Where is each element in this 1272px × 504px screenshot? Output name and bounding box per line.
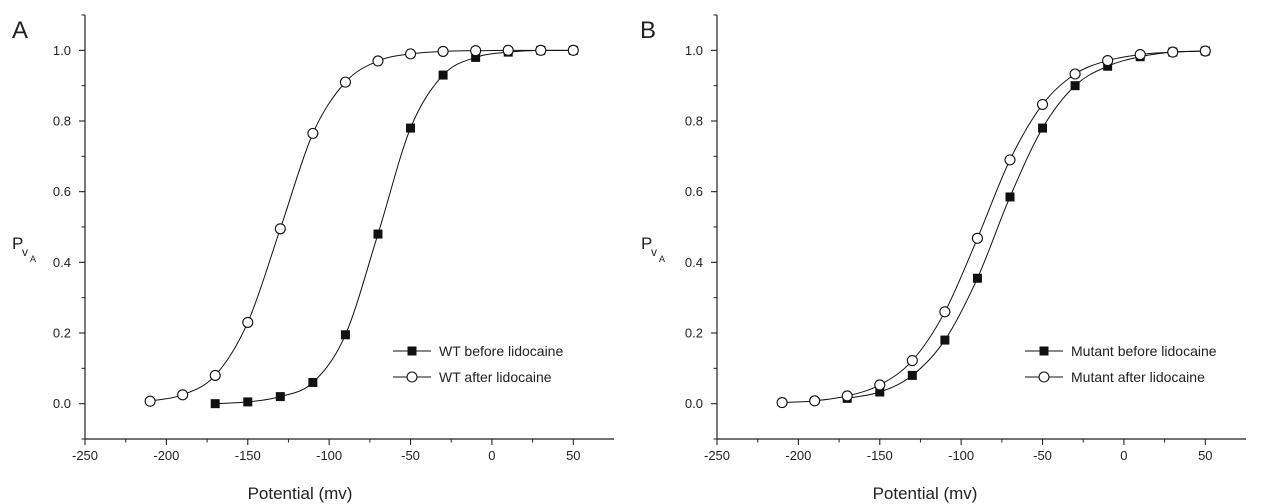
panel-b-y-axis-title-subsub: A bbox=[659, 254, 665, 264]
panel-a-series-2-point bbox=[502, 44, 514, 56]
panel-b-legend-label: Mutant before lidocaine bbox=[1071, 343, 1217, 359]
panel-a-series-2-line bbox=[150, 49, 574, 402]
panel-b-legend-swatch-marker bbox=[1038, 371, 1050, 383]
panel-a-x-tick-label: 0 bbox=[488, 448, 495, 463]
panel-b-series-1-point bbox=[1038, 123, 1048, 133]
panel-b-x-tick-label: -250 bbox=[704, 448, 730, 463]
panel-b: B Potential (mv) P v A -250 -200 -150 -100 -… bbox=[640, 14, 1246, 503]
panel-b-y-tick-label: 0.4 bbox=[685, 255, 703, 270]
panel-a: A Potential (mv) P v A -250 -200 -150 -100 -… bbox=[12, 14, 614, 503]
panel-a-x-tick-label: -150 bbox=[235, 448, 261, 463]
panel-b-series-2-point bbox=[1036, 98, 1049, 110]
panel-b-series-2-point bbox=[906, 355, 918, 367]
panel-b-series-2-point bbox=[1069, 68, 1081, 80]
panel-a-legend-label: WT before lidocaine bbox=[439, 343, 563, 359]
panel-a-series-1-point bbox=[406, 123, 416, 133]
panel-a-y-tick-label: 0.4 bbox=[53, 255, 71, 270]
panel-b-series-2-point bbox=[939, 306, 951, 318]
panel-b-legend-item-2: Mutant after lidocaine bbox=[1025, 369, 1205, 385]
panel-b-series-1-point bbox=[940, 335, 950, 345]
panel-a-y-axis-title-subsub: A bbox=[30, 254, 36, 264]
panel-b-series-2-point bbox=[874, 379, 886, 391]
panel-b-series-1-point bbox=[1103, 61, 1113, 71]
panel-a-legend-label: WT after lidocaine bbox=[439, 369, 552, 385]
panel-b-series-2-point bbox=[1004, 154, 1016, 166]
panel-b-series-2-point bbox=[841, 390, 853, 402]
panel-a-series-1-point bbox=[438, 70, 448, 80]
panel-a-letter: A bbox=[12, 17, 28, 44]
panel-a-y-tick-label: 0.2 bbox=[53, 326, 71, 341]
panel-a-series-1-point bbox=[275, 392, 285, 402]
panel-b-y-axis-title-sub: v bbox=[651, 245, 657, 259]
panel-a-series-2-point bbox=[470, 45, 482, 57]
panel-a-x-axis-title: Potential (mv) bbox=[248, 484, 353, 503]
panel-b-y-tick-label: 0.0 bbox=[685, 396, 703, 411]
panel-b-series-1-point bbox=[875, 387, 885, 397]
panel-a-x-tick-label: -100 bbox=[316, 448, 342, 463]
panel-a-series-2-point bbox=[437, 45, 449, 57]
panel-a-series-1-point bbox=[210, 399, 220, 409]
panel-b-x-tick-label: 50 bbox=[1198, 448, 1212, 463]
panel-a-series-2-point bbox=[209, 369, 221, 381]
panel-a-series-2-point bbox=[404, 48, 417, 60]
panel-b-series-2-point bbox=[776, 397, 788, 409]
panel-b-series-2-point bbox=[1134, 49, 1146, 61]
panel-b-y-tick-label: 0.2 bbox=[685, 326, 703, 341]
panel-a-series-2-point bbox=[307, 127, 319, 139]
panel-a-series-1-point bbox=[243, 397, 253, 407]
panel-b-y-axis-title-main: P bbox=[641, 234, 652, 253]
panel-b-y-axis-title: P v A bbox=[641, 234, 665, 264]
panel-a-legend-item-2: WT after lidocaine bbox=[393, 369, 552, 385]
panel-a-series-1-point bbox=[373, 229, 383, 239]
panel-a-x-tick-label: -250 bbox=[72, 448, 98, 463]
panel-a-series-2-point bbox=[372, 55, 384, 67]
panel-b-series-1-point bbox=[1070, 81, 1080, 91]
panel-b-series-1-point bbox=[907, 370, 917, 380]
panel-b-series-1-point bbox=[1005, 192, 1015, 202]
panel-a-y-tick-label: 0.6 bbox=[53, 184, 71, 199]
panel-a-x-tick-label: -200 bbox=[153, 448, 179, 463]
panel-a-x-tick-label: -50 bbox=[401, 448, 420, 463]
panel-b-x-tick-label: -150 bbox=[867, 448, 893, 463]
panel-a-series-1-point bbox=[340, 330, 350, 340]
panel-a-y-tick-label: 1.0 bbox=[53, 43, 71, 58]
panel-a-series-2-point bbox=[242, 316, 254, 328]
panel-a-y-tick-label: 0.0 bbox=[53, 396, 71, 411]
panel-b-y-tick-label: 1.0 bbox=[685, 43, 703, 58]
panel-b-y-tick-label: 0.6 bbox=[685, 184, 703, 199]
panel-b-series-2-point bbox=[1199, 45, 1211, 57]
panel-b-legend-swatch-marker bbox=[1039, 346, 1049, 356]
panel-a-series-2-point bbox=[177, 389, 189, 401]
panel-b-x-tick-label: -100 bbox=[948, 448, 974, 463]
panel-a-series-1-point bbox=[471, 52, 481, 62]
panel-b-x-axis-title: Potential (mv) bbox=[873, 484, 978, 503]
panel-a-legend-item-1: WT before lidocaine bbox=[393, 343, 563, 359]
panel-b-x-tick-label: -50 bbox=[1033, 448, 1052, 463]
panel-b-legend-label: Mutant after lidocaine bbox=[1071, 369, 1205, 385]
panel-a-series-2-point bbox=[274, 223, 286, 235]
panel-a-series-2-point bbox=[339, 76, 351, 88]
panel-b-y-tick-label: 0.8 bbox=[685, 114, 703, 129]
panel-a-y-axis-title: P v A bbox=[12, 234, 36, 264]
panel-b-series-2-point bbox=[971, 232, 983, 244]
panel-a-y-tick-label: 0.8 bbox=[53, 114, 71, 129]
panel-b-x-tick-label: 0 bbox=[1120, 448, 1127, 463]
panel-a-series-2-point bbox=[567, 44, 579, 56]
panel-a-legend-swatch-marker bbox=[406, 371, 418, 383]
panel-a-y-axis-title-main: P bbox=[12, 234, 23, 253]
panel-b-series-2-point bbox=[1102, 55, 1114, 67]
panel-b-series-2-point bbox=[1167, 46, 1179, 58]
panel-a-legend-swatch-marker bbox=[407, 346, 417, 356]
panel-a-x-tick-label: 50 bbox=[566, 448, 580, 463]
panel-a-series-2-point bbox=[535, 44, 547, 56]
panel-b-series-1-point bbox=[972, 273, 982, 283]
panel-b-legend-item-1: Mutant before lidocaine bbox=[1025, 343, 1217, 359]
panel-a-series-1-point bbox=[308, 377, 318, 387]
panel-b-series-2-point bbox=[809, 395, 821, 407]
panel-a-series-2-point bbox=[144, 395, 156, 407]
panel-a-y-axis-title-sub: v bbox=[22, 245, 28, 259]
panel-b-letter: B bbox=[640, 17, 656, 44]
panel-b-x-tick-label: -200 bbox=[785, 448, 811, 463]
